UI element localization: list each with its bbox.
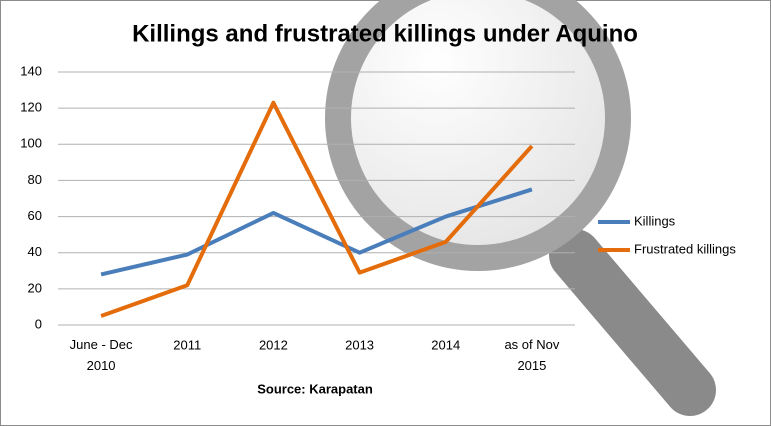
chart-title: Killings and frustrated killings under A… — [132, 20, 638, 47]
y-tick-label: 100 — [20, 136, 42, 151]
x-tick-label: 2012 — [259, 337, 288, 352]
y-tick-label: 40 — [28, 244, 42, 259]
y-tick-label: 120 — [20, 100, 42, 115]
y-tick-label: 60 — [28, 208, 42, 223]
x-tick-label: 2013 — [345, 337, 374, 352]
x-axis-title: Source: Karapatan — [257, 381, 373, 396]
x-tick-label-line: 2010 — [87, 358, 116, 373]
series-line — [100, 187, 533, 277]
legend-label: Killings — [634, 213, 676, 228]
x-tick-label: 2014 — [431, 337, 460, 352]
y-tick-label: 0 — [35, 316, 42, 331]
x-tick-label-line: June - Dec — [70, 337, 133, 352]
y-tick-label: 140 — [20, 63, 42, 78]
x-tick-label: as of Nov 2015 — [504, 337, 559, 373]
x-tick-label: 2011 — [173, 337, 201, 352]
x-tick-label-line: as of Nov — [504, 337, 559, 352]
y-tick-label: 80 — [28, 172, 42, 187]
magnifier-decoration — [325, 0, 716, 416]
y-tick-label: 20 — [28, 280, 42, 295]
series-line — [100, 100, 534, 318]
x-tick-label: June - Dec 2010 — [70, 337, 133, 373]
x-tick-label-line: 2015 — [517, 358, 546, 373]
legend-label: Frustrated killings — [634, 241, 736, 256]
